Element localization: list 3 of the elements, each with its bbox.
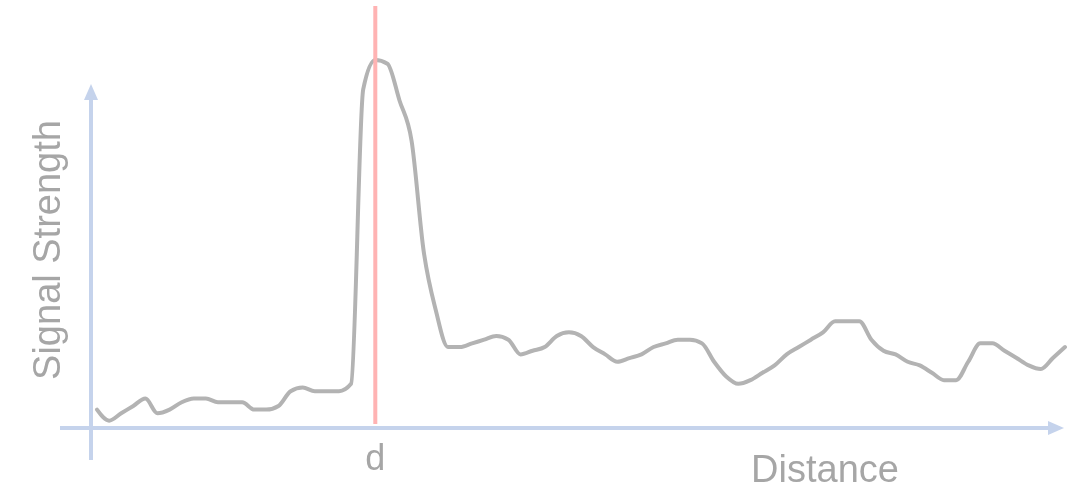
text: d [365, 437, 386, 478]
y-axis-title: Signal Strength [26, 120, 68, 380]
x-axis-title: Distance [751, 448, 899, 490]
